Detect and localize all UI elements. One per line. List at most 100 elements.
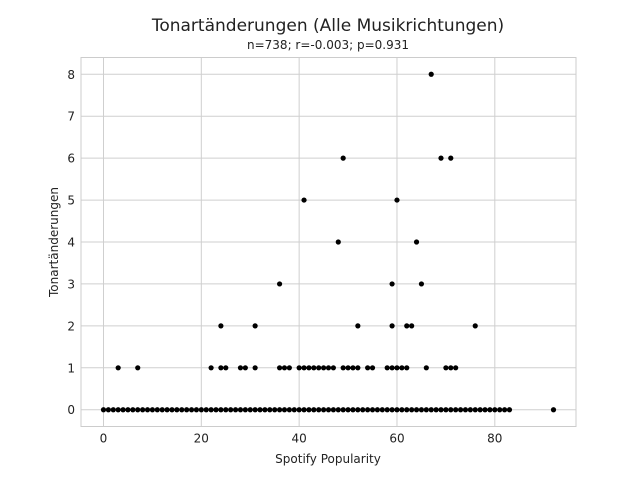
data-point <box>409 407 415 413</box>
tick-labels: 0 20 40 60 80 0 1 2 3 4 5 6 7 8 <box>67 68 502 446</box>
chart-title: Tonartänderungen (Alle Musikrichtungen) <box>151 16 504 36</box>
data-point <box>306 407 312 413</box>
data-point <box>237 407 244 413</box>
data-point <box>184 407 190 413</box>
data-point <box>325 407 332 413</box>
data-point <box>232 407 239 413</box>
x-tick-label: 20 <box>194 432 209 446</box>
data-point <box>453 365 459 371</box>
data-point <box>301 365 307 371</box>
data-point <box>276 365 283 371</box>
data-point <box>321 365 327 371</box>
data-point <box>418 407 425 413</box>
data-point <box>404 365 410 371</box>
data-point <box>355 407 361 413</box>
data-point <box>321 407 327 413</box>
data-point <box>335 239 341 245</box>
data-point <box>296 365 302 371</box>
data-point <box>453 407 459 413</box>
data-point <box>154 407 160 413</box>
data-point <box>223 365 229 371</box>
data-point <box>330 407 336 413</box>
data-point <box>379 407 385 413</box>
data-points <box>100 71 557 413</box>
data-point <box>140 407 146 413</box>
data-point <box>296 407 302 413</box>
data-point <box>365 365 371 371</box>
x-axis-label: Spotify Popularity <box>275 452 381 466</box>
data-point <box>281 407 288 413</box>
data-point <box>477 407 483 413</box>
data-point <box>409 323 415 329</box>
data-point <box>472 323 478 329</box>
data-point <box>149 407 156 413</box>
data-point <box>130 407 136 413</box>
data-point <box>448 407 454 413</box>
data-point <box>281 365 288 371</box>
data-point <box>365 407 371 413</box>
y-tick-label: 4 <box>67 236 75 250</box>
data-point <box>276 281 283 287</box>
data-point <box>174 407 180 413</box>
data-point <box>423 365 429 371</box>
data-point <box>345 365 351 371</box>
data-point <box>276 407 283 413</box>
data-point <box>306 365 312 371</box>
data-point <box>193 407 200 413</box>
data-point <box>389 365 395 371</box>
data-point <box>135 365 141 371</box>
data-point <box>252 365 258 371</box>
data-point <box>384 365 390 371</box>
data-point <box>340 365 346 371</box>
data-point <box>208 365 214 371</box>
data-point <box>110 407 116 413</box>
data-point <box>115 365 121 371</box>
y-tick-label: 2 <box>67 319 75 333</box>
data-point <box>389 407 395 413</box>
data-point <box>257 407 263 413</box>
data-point <box>355 323 361 329</box>
data-point <box>428 71 434 77</box>
data-point <box>497 407 503 413</box>
y-axis-label: Tonartänderungen <box>47 187 61 298</box>
data-point <box>399 365 405 371</box>
data-point <box>242 407 248 413</box>
y-tick-label: 0 <box>67 403 75 417</box>
data-point <box>169 407 175 413</box>
data-point <box>100 407 107 413</box>
data-point <box>335 407 341 413</box>
data-point <box>252 323 258 329</box>
x-tick-label: 0 <box>100 432 108 446</box>
data-point <box>325 365 332 371</box>
data-point <box>418 281 425 287</box>
data-point <box>399 407 405 413</box>
y-tick-label: 5 <box>67 194 75 208</box>
data-point <box>350 407 356 413</box>
data-point <box>355 365 361 371</box>
data-point <box>492 407 498 413</box>
data-point <box>267 407 273 413</box>
data-point <box>340 155 346 161</box>
data-point <box>301 407 307 413</box>
data-point <box>223 407 229 413</box>
data-point <box>457 407 464 413</box>
data-point <box>252 407 258 413</box>
data-point <box>218 323 224 329</box>
x-tick-label: 80 <box>487 432 502 446</box>
data-point <box>394 407 400 413</box>
x-tick-label: 60 <box>389 432 404 446</box>
data-point <box>228 407 234 413</box>
data-point <box>438 155 444 161</box>
data-point <box>443 365 449 371</box>
data-point <box>272 407 278 413</box>
data-point <box>482 407 488 413</box>
grid <box>81 57 576 427</box>
data-point <box>394 197 400 203</box>
data-point <box>115 407 121 413</box>
data-point <box>198 407 204 413</box>
plot-frame <box>80 57 577 427</box>
data-point <box>448 365 454 371</box>
data-point <box>286 407 292 413</box>
data-point <box>438 407 444 413</box>
